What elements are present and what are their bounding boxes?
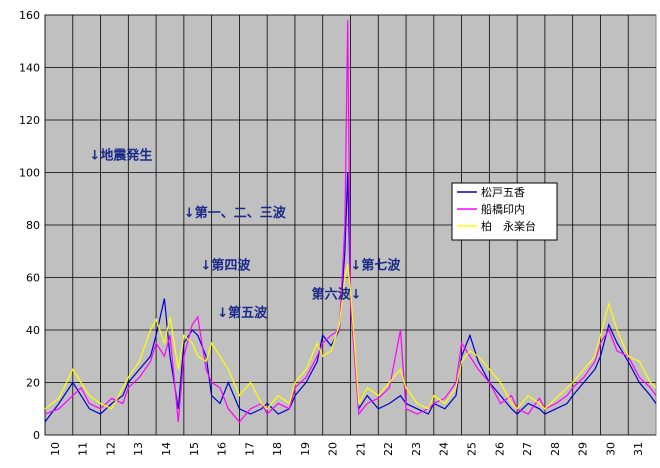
y-axis: 0 20 40 60 80 100 120 140 160	[19, 9, 40, 442]
legend-entry: 柏 永楽台	[481, 219, 536, 233]
x-tick-label: 21	[354, 442, 367, 456]
annotation-label: ↓第一、二、三波	[184, 205, 287, 221]
x-tick-label: 28	[549, 442, 562, 456]
y-tick-label: 120	[19, 114, 40, 127]
series-line-3	[44, 264, 657, 410]
x-tick-label: 15	[188, 442, 201, 456]
x-tick-label: 14	[160, 442, 173, 456]
annotation-label: ↓第五波	[217, 305, 268, 321]
y-tick-label: 60	[26, 272, 40, 285]
legend-entry: 船橋印内	[481, 202, 525, 216]
x-tick-label: 17	[243, 442, 256, 456]
annotation-label: 第六波↓	[312, 287, 362, 303]
x-tick-label: 13	[132, 442, 145, 456]
y-tick-label: 40	[26, 324, 40, 337]
y-tick-label: 100	[19, 167, 40, 180]
series-line-2	[44, 20, 657, 423]
x-tick-label: 23	[410, 442, 423, 456]
annotation-label: ↓第四波	[201, 258, 252, 274]
y-tick-label: 20	[26, 377, 40, 390]
legend-entry: 松戸五香	[481, 185, 525, 199]
x-tick-label: 24	[438, 442, 451, 456]
x-tick-label: 25	[465, 442, 478, 456]
annotation-label: ↓地震発生	[89, 147, 152, 163]
x-tick-label: 19	[299, 442, 312, 456]
annotation-label: ↓第七波	[351, 258, 402, 274]
x-tick-label: 11	[77, 442, 90, 456]
y-tick-label: 160	[19, 9, 40, 22]
x-tick-label: 18	[271, 442, 284, 456]
series-group	[44, 20, 657, 423]
annotations: ↓地震発生 ↓第一、二、三波 ↓第四波 ↓第五波 第六波↓ ↓第七波	[89, 147, 401, 321]
y-tick-label: 140	[19, 62, 40, 75]
series-line-1	[44, 172, 657, 423]
x-tick-label: 27	[521, 442, 534, 456]
x-tick-label: 20	[327, 442, 340, 456]
x-tick-label: 12	[104, 442, 117, 456]
x-tick-label: 29	[577, 442, 590, 456]
x-tick-label: 26	[493, 442, 506, 456]
x-tick-label: 10	[49, 442, 62, 456]
x-tick-label: 16	[216, 442, 229, 456]
x-tick-label: 22	[382, 442, 395, 456]
x-tick-label: 30	[604, 442, 617, 456]
x-axis: 10 11 12 13 14 15 16 17 18 19 20 21 22 23 24 25 26 27 28 29…	[49, 442, 645, 456]
y-tick-label: 0	[33, 429, 40, 442]
x-tick-label: 31	[632, 442, 645, 456]
grid	[44, 14, 656, 436]
y-tick-label: 80	[26, 219, 40, 232]
